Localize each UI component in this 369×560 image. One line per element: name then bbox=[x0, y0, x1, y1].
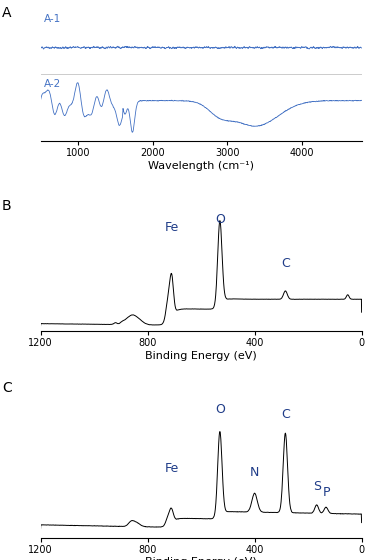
Text: C: C bbox=[281, 408, 290, 421]
Text: N: N bbox=[250, 466, 259, 479]
X-axis label: Wavelength (cm⁻¹): Wavelength (cm⁻¹) bbox=[148, 161, 254, 171]
Text: A: A bbox=[2, 6, 11, 20]
Text: O: O bbox=[215, 403, 225, 416]
Text: Fe: Fe bbox=[165, 463, 179, 475]
Text: O: O bbox=[215, 213, 225, 226]
Text: S: S bbox=[313, 480, 321, 493]
Text: P: P bbox=[322, 486, 330, 499]
Text: C: C bbox=[281, 258, 290, 270]
Text: C: C bbox=[2, 381, 11, 395]
X-axis label: Binding Energy (eV): Binding Energy (eV) bbox=[145, 351, 257, 361]
Text: A-1: A-1 bbox=[44, 15, 61, 25]
Text: Fe: Fe bbox=[165, 221, 179, 234]
Text: B: B bbox=[2, 199, 11, 213]
X-axis label: Binding Energy (eV): Binding Energy (eV) bbox=[145, 557, 257, 560]
Text: A-2: A-2 bbox=[44, 79, 61, 89]
